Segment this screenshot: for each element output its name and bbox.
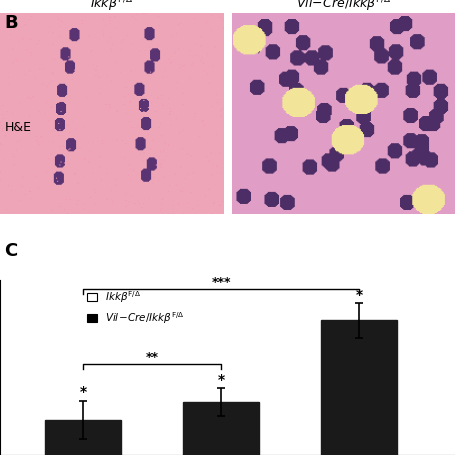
Text: B: B bbox=[5, 14, 18, 31]
Text: *: * bbox=[217, 372, 224, 386]
Text: H&E: H&E bbox=[5, 121, 31, 134]
Text: *: * bbox=[79, 384, 86, 398]
Text: C: C bbox=[5, 241, 18, 259]
Bar bbox=[321, 320, 396, 455]
Bar bbox=[183, 403, 258, 455]
Text: ***: *** bbox=[211, 275, 230, 288]
Text: **: ** bbox=[145, 350, 158, 363]
Title: $Ikk\beta^{\mathrm{F/\Delta}}$: $Ikk\beta^{\mathrm{F/\Delta}}$ bbox=[90, 0, 133, 14]
Legend: $Ikk\beta^{\mathrm{F/\Delta}}$, $Vil\!-\!Cre/Ikk\beta^{\mathrm{F/\Delta}}$: $Ikk\beta^{\mathrm{F/\Delta}}$, $Vil\!-\… bbox=[87, 289, 184, 326]
Title: $Vil\!-\!Cre/Ikk\beta^{\mathrm{F/\Delta}}$: $Vil\!-\!Cre/Ikk\beta^{\mathrm{F/\Delta}… bbox=[296, 0, 391, 14]
Text: *: * bbox=[355, 287, 362, 301]
Bar bbox=[45, 420, 121, 455]
